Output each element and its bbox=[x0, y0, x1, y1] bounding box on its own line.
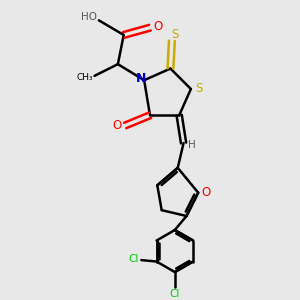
Text: N: N bbox=[136, 72, 146, 85]
Text: HO: HO bbox=[81, 12, 97, 22]
Text: Cl: Cl bbox=[128, 254, 138, 264]
Text: O: O bbox=[112, 119, 122, 132]
Text: S: S bbox=[171, 28, 178, 41]
Text: S: S bbox=[195, 82, 203, 95]
Text: Cl: Cl bbox=[169, 289, 180, 299]
Text: CH₃: CH₃ bbox=[77, 73, 94, 82]
Text: O: O bbox=[202, 186, 211, 199]
Text: O: O bbox=[154, 20, 163, 33]
Text: H: H bbox=[188, 140, 196, 150]
